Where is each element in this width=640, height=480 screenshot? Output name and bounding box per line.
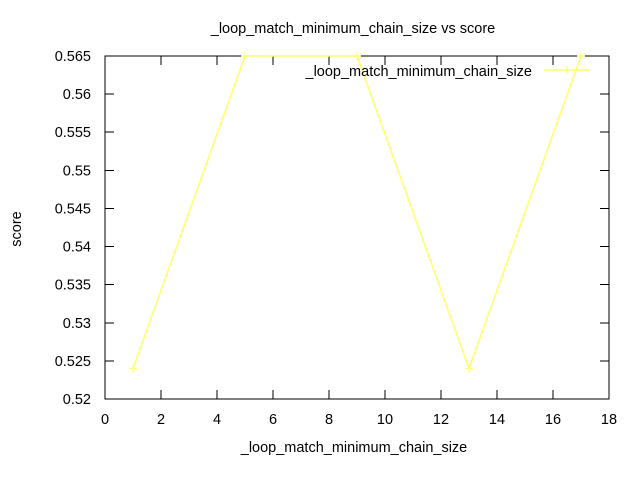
x-tick-label: 4	[213, 412, 221, 428]
plot-frame	[104, 55, 610, 400]
x-tick-label: 10	[377, 412, 393, 428]
data-point	[129, 364, 137, 373]
x-tick-label: 0	[101, 412, 109, 428]
y-tick-label: 0.535	[55, 278, 91, 294]
y-axis-label: score	[9, 211, 25, 246]
x-axis-label: _loop_match_minimum_chain_size	[240, 440, 467, 456]
y-tick-label: 0.52	[63, 392, 91, 408]
data-point	[465, 364, 473, 373]
x-tick-label: 18	[601, 412, 617, 428]
y-tick-label: 0.565	[55, 49, 91, 65]
series-line	[132, 55, 582, 371]
x-axis-ticks: 0 2 4 6 8 10 12 14 16 18	[101, 56, 617, 428]
y-tick-label: 0.55	[63, 163, 91, 179]
data-point	[577, 52, 585, 60]
y-tick-label: 0.54	[63, 240, 91, 256]
data-point	[241, 52, 249, 60]
plot-border	[104, 55, 610, 400]
y-tick-label: 0.545	[55, 201, 91, 217]
y-axis-ticks: 0.52 0.525 0.53 0.535 0.54 0.545 0.55 0.555 0.56…	[55, 49, 609, 408]
x-tick-label: 12	[433, 412, 449, 428]
y-tick-label: 0.53	[63, 316, 91, 332]
x-tick-label: 2	[157, 412, 165, 428]
chart-title: _loop_match_minimum_chain_size vs score	[210, 21, 496, 37]
series-layer	[129, 52, 585, 373]
x-tick-label: 8	[325, 412, 333, 428]
data-point	[353, 52, 361, 60]
x-tick-label: 6	[269, 412, 277, 428]
y-tick-label: 0.555	[55, 125, 91, 141]
x-tick-label: 14	[489, 412, 505, 428]
y-tick-label: 0.56	[63, 87, 91, 103]
legend-label: _loop_match_minimum_chain_size	[305, 64, 532, 80]
legend: _loop_match_minimum_chain_size	[305, 64, 590, 80]
y-tick-label: 0.525	[55, 354, 91, 370]
x-tick-label: 16	[545, 412, 561, 428]
